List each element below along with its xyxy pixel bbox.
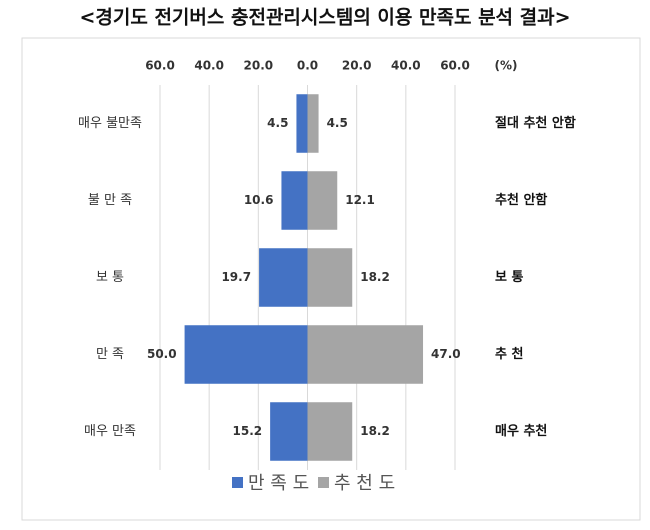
- bar: [307, 402, 353, 461]
- bar: [270, 402, 308, 461]
- value-label: 18.2: [360, 270, 390, 284]
- value-label: 10.6: [244, 193, 274, 207]
- x-tick-label: 0.0: [297, 59, 318, 73]
- bar: [307, 94, 319, 153]
- value-label: 47.0: [431, 347, 461, 361]
- legend-label: 만 족 도: [248, 473, 309, 494]
- category-label: 매우 불만족: [78, 116, 142, 131]
- legend-swatch: [232, 477, 243, 488]
- x-tick-label: 60.0: [440, 59, 470, 73]
- x-tick-label: 20.0: [342, 59, 372, 73]
- value-label: 18.2: [360, 424, 390, 438]
- x-unit: (%): [495, 59, 518, 73]
- bar: [281, 171, 308, 230]
- chart-frame: [21, 37, 641, 521]
- x-tick-label: 40.0: [391, 59, 421, 73]
- category-label-right: 절대 추천 안함: [495, 115, 576, 131]
- category-label-right: 매우 추천: [495, 423, 547, 439]
- x-tick-label: 20.0: [244, 59, 274, 73]
- x-tick-label: 60.0: [145, 59, 175, 73]
- value-label: 4.5: [267, 116, 288, 130]
- category-label: 보 통: [96, 270, 124, 285]
- bar: [307, 171, 338, 230]
- bar: [296, 94, 308, 153]
- value-label: 19.7: [221, 270, 251, 284]
- value-label: 12.1: [345, 193, 375, 207]
- category-label-right: 추 천: [495, 346, 523, 362]
- legend-label: 추 천 도: [334, 473, 395, 494]
- bar: [184, 325, 308, 384]
- category-label: 만 족: [96, 347, 124, 362]
- category-label-right: 추천 안함: [495, 192, 547, 208]
- bar: [307, 248, 353, 307]
- bar: [307, 325, 424, 384]
- bar: [259, 248, 308, 307]
- value-label: 50.0: [147, 347, 177, 361]
- chart-title: <경기도 전기버스 충전관리시스템의 이용 만족도 분석 결과>: [79, 7, 570, 29]
- category-label: 매우 만족: [84, 424, 136, 439]
- x-tick-label: 40.0: [194, 59, 224, 73]
- category-label: 불 만 족: [88, 193, 132, 208]
- value-label: 15.2: [233, 424, 263, 438]
- value-label: 4.5: [327, 116, 348, 130]
- legend-swatch: [318, 477, 329, 488]
- category-label-right: 보 통: [495, 270, 523, 285]
